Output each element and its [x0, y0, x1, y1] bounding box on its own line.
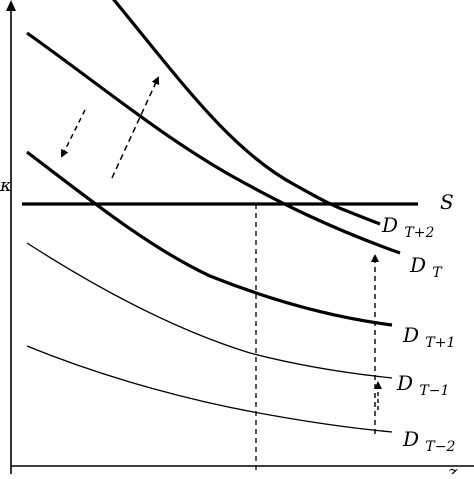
demand-curve-t-plus-1: [26, 150, 393, 327]
curve-labels: S D T+2 D T D T+1 D T−1 D T−2: [381, 190, 455, 455]
label-d-t-plus-1: D T+1: [402, 323, 455, 351]
shift-arrow-diagonal-up: [111, 76, 160, 179]
demand-curve-t-plus-2: [112, 0, 381, 226]
label-d-t-minus-1-sub: T−1: [419, 383, 449, 399]
label-d-t-plus-1-main: D: [402, 323, 419, 347]
demand-curve-t-minus-1: [26, 242, 393, 379]
y-axis-label: κ: [0, 175, 12, 196]
label-d-t-minus-2-main: D: [402, 427, 419, 451]
label-d-t-main: D: [409, 253, 426, 277]
label-d-t-minus-1: D T−1: [396, 371, 449, 399]
label-d-t-sub: T: [432, 265, 443, 281]
supply-label: S: [440, 190, 454, 214]
label-d-t-plus-2-sub: T+2: [404, 225, 434, 241]
demand-curves: [26, 0, 401, 433]
shift-arrow-diagonal-down: [61, 109, 86, 158]
label-d-t-minus-1-main: D: [396, 371, 413, 395]
demand-curve-t-minus-2: [26, 345, 393, 433]
label-d-t-plus-2-main: D: [381, 213, 398, 237]
y-axis-arrowhead: [6, 0, 16, 11]
label-d-t-minus-2: D T−2: [402, 427, 455, 455]
label-d-t-plus-2: D T+2: [381, 213, 434, 241]
label-d-t-minus-2-sub: T−2: [425, 439, 455, 455]
x-axis-label: z: [447, 462, 458, 474]
label-d-t: D T: [409, 253, 443, 281]
label-d-t-plus-1-sub: T+1: [425, 335, 455, 351]
shift-arrows: [61, 76, 382, 434]
demand-curve-t: [26, 31, 401, 255]
